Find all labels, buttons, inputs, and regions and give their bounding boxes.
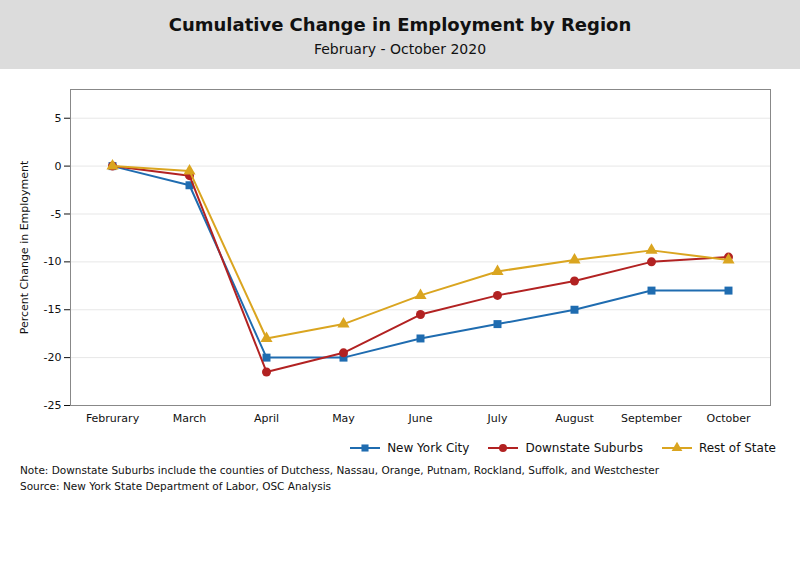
svg-text:August: August [555, 412, 594, 425]
svg-text:Percent Change in Employment: Percent Change in Employment [18, 160, 31, 334]
svg-text:April: April [254, 412, 279, 425]
svg-text:September: September [621, 412, 682, 425]
svg-text:October: October [706, 412, 750, 425]
svg-text:March: March [173, 412, 207, 425]
svg-text:May: May [332, 412, 355, 425]
svg-text:-25: -25 [44, 399, 62, 412]
svg-text:-10: -10 [44, 255, 62, 268]
svg-text:June: June [408, 412, 433, 425]
html-text:Rest of State: Rest of State [698, 441, 776, 455]
html-text:Note: Downstate Suburbs includ: Note: Downstate Suburbs include the coun… [20, 464, 660, 476]
svg-text:-5: -5 [51, 208, 62, 221]
html-text:Downstate Suburbs: Downstate Suburbs [525, 441, 643, 455]
svg-text:July: July [487, 412, 508, 425]
html-text:February - October 2020: February - October 2020 [313, 41, 486, 57]
svg-text:-15: -15 [44, 303, 62, 316]
svg-text:Februrary: Februrary [86, 412, 140, 425]
svg-text:0: 0 [55, 160, 62, 173]
html-text:Source: New York State Departm: Source: New York State Department of Lab… [20, 479, 332, 492]
svg-text:5: 5 [55, 112, 62, 125]
html-text:Cumulative Change in Employmen: Cumulative Change in Employment by Regio… [168, 14, 632, 35]
html-text:New York City: New York City [387, 441, 470, 455]
svg-text:-20: -20 [44, 351, 62, 364]
